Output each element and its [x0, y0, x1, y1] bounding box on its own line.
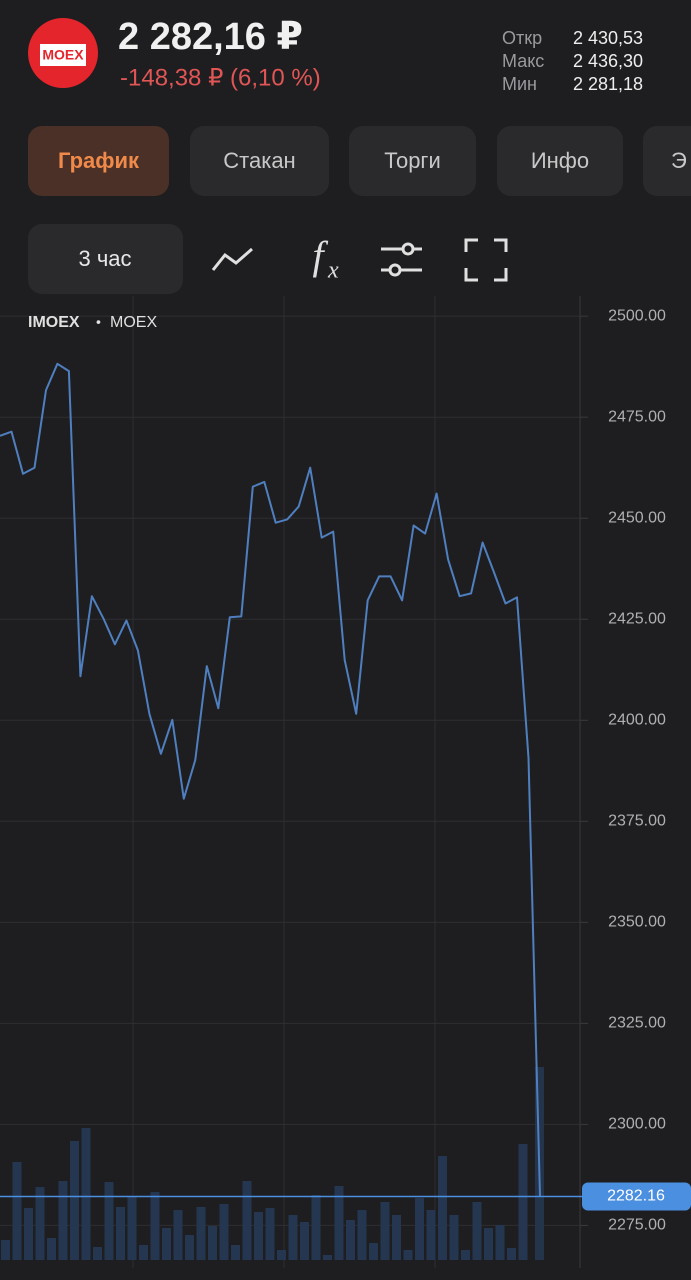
volume-bar [380, 1202, 390, 1260]
volume-bar [162, 1228, 171, 1260]
volume-bar [403, 1250, 413, 1260]
y-tick-label: 2500.00 [608, 307, 666, 324]
tab[interactable] [349, 126, 476, 196]
volume-bar [127, 1196, 137, 1260]
volume-bar [426, 1210, 436, 1260]
logo-plate [40, 44, 86, 66]
tab-label[interactable]: Торги [384, 148, 441, 173]
volume-bar [219, 1204, 229, 1260]
tab[interactable] [28, 126, 169, 196]
price-line [0, 362, 541, 1197]
fullscreen-icon[interactable] [464, 238, 508, 282]
volume-bar [449, 1215, 459, 1260]
stat-value: 2 436,30 [573, 51, 643, 71]
volume-bar [254, 1212, 263, 1260]
volume-bar [81, 1128, 91, 1260]
interval-button[interactable] [28, 224, 183, 294]
stat-value: 2 281,18 [573, 74, 643, 94]
volume-bar [415, 1198, 424, 1260]
y-tick-label: 2375.00 [608, 813, 666, 830]
y-tick-label: 2425.00 [608, 610, 666, 627]
stats: Откр 2 430,53 Макс 2 436,30 Мин 2 281,18 [502, 28, 643, 94]
tab-label[interactable]: Стакан [223, 148, 295, 173]
indicators-icon-sub[interactable]: x [327, 258, 339, 284]
volume-bar [265, 1208, 275, 1260]
stat-label: Мин [502, 74, 537, 94]
volume-bar [104, 1182, 114, 1260]
volume-bar [277, 1250, 286, 1260]
stat-label: Откр [502, 28, 542, 48]
volume-bar [484, 1228, 493, 1260]
logo-text: MOEX [42, 47, 84, 63]
y-tick-label: 2275.00 [608, 1217, 666, 1234]
volume-bar [231, 1245, 240, 1260]
price-change: -148,38 ₽ (6,10 %) [120, 64, 321, 91]
y-tick-label: 2400.00 [608, 711, 666, 728]
stat-label: Макс [502, 51, 544, 71]
volume-bar [392, 1215, 401, 1260]
volume-bar [323, 1255, 332, 1260]
volume-bar [150, 1192, 160, 1260]
volume-bar [116, 1207, 125, 1260]
volume-bar [300, 1222, 309, 1260]
interval-label[interactable]: 3 час [78, 246, 131, 271]
chart-type-icon[interactable] [211, 247, 253, 271]
tab[interactable] [497, 126, 623, 196]
volume-bar [369, 1243, 378, 1260]
volume-bar [311, 1195, 321, 1260]
volume-bar [461, 1250, 470, 1260]
settings-icon[interactable] [381, 242, 422, 277]
volume-bar [288, 1215, 298, 1260]
volume-bar [518, 1144, 528, 1260]
volume-bar [185, 1235, 194, 1260]
tab-label[interactable]: Э [671, 148, 687, 173]
y-tick-label: 2300.00 [608, 1116, 666, 1133]
chart-symbol: IMOEX [28, 314, 80, 331]
volume-bar [438, 1156, 447, 1260]
tab[interactable] [643, 126, 691, 196]
volume-bar [495, 1225, 505, 1260]
volume-bar [70, 1141, 79, 1260]
volume-bar [472, 1202, 482, 1260]
tab[interactable] [190, 126, 329, 196]
tabs: График Стакан Торги Инфо Э [28, 126, 691, 196]
volume-bar [93, 1247, 102, 1260]
volume-bar [35, 1187, 45, 1260]
y-tick-label: 2350.00 [608, 914, 666, 931]
price: 2 282,16 ₽ [118, 16, 303, 58]
y-tick-label: 2475.00 [608, 408, 666, 425]
chart-exchange: MOEX [110, 314, 157, 331]
volume-bar [12, 1162, 22, 1260]
chart [0, 296, 588, 1268]
current-price-label: 2282.16 [607, 1188, 665, 1205]
volume-bar [242, 1181, 252, 1260]
y-tick-label: 2450.00 [608, 509, 666, 526]
volume-bar [334, 1186, 344, 1260]
y-tick-label: 2325.00 [608, 1015, 666, 1032]
volume-bar [24, 1208, 33, 1260]
volume-bar [47, 1238, 56, 1260]
current-price-badge [582, 1182, 691, 1211]
volume-bar [1, 1240, 10, 1260]
volume-bar [507, 1248, 516, 1260]
volume-bar [346, 1220, 355, 1260]
stat-value: 2 430,53 [573, 28, 643, 48]
tab-label[interactable]: График [58, 148, 140, 173]
volume-bar [208, 1226, 217, 1260]
separator: • [96, 314, 101, 330]
tab-label[interactable]: Инфо [531, 148, 589, 173]
volume-bar [196, 1207, 206, 1260]
volume-bar [173, 1210, 183, 1260]
volume-bar [139, 1245, 148, 1260]
volume-bar [357, 1210, 367, 1260]
volume-bar [58, 1181, 68, 1260]
